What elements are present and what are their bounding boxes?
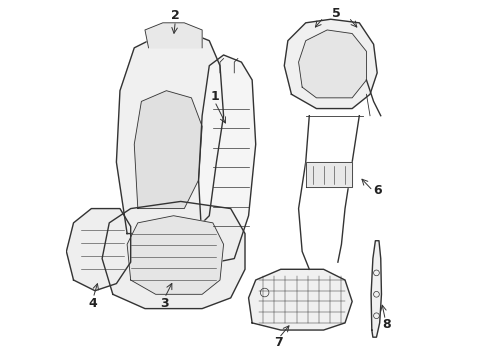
Text: 7: 7 xyxy=(274,336,283,349)
Polygon shape xyxy=(284,19,377,109)
Text: 8: 8 xyxy=(382,318,391,331)
Polygon shape xyxy=(102,202,245,309)
Polygon shape xyxy=(298,30,367,98)
Polygon shape xyxy=(306,162,352,187)
Polygon shape xyxy=(117,33,223,234)
Polygon shape xyxy=(145,23,202,48)
Polygon shape xyxy=(66,208,131,291)
Text: 4: 4 xyxy=(89,297,98,310)
Polygon shape xyxy=(134,91,202,208)
Text: 3: 3 xyxy=(160,297,169,310)
Polygon shape xyxy=(248,269,352,330)
Polygon shape xyxy=(127,216,223,294)
Text: 5: 5 xyxy=(332,8,341,21)
Text: 6: 6 xyxy=(373,184,382,197)
Polygon shape xyxy=(198,55,256,262)
Text: 1: 1 xyxy=(210,90,219,103)
Polygon shape xyxy=(371,241,381,337)
Text: 2: 2 xyxy=(171,9,180,22)
